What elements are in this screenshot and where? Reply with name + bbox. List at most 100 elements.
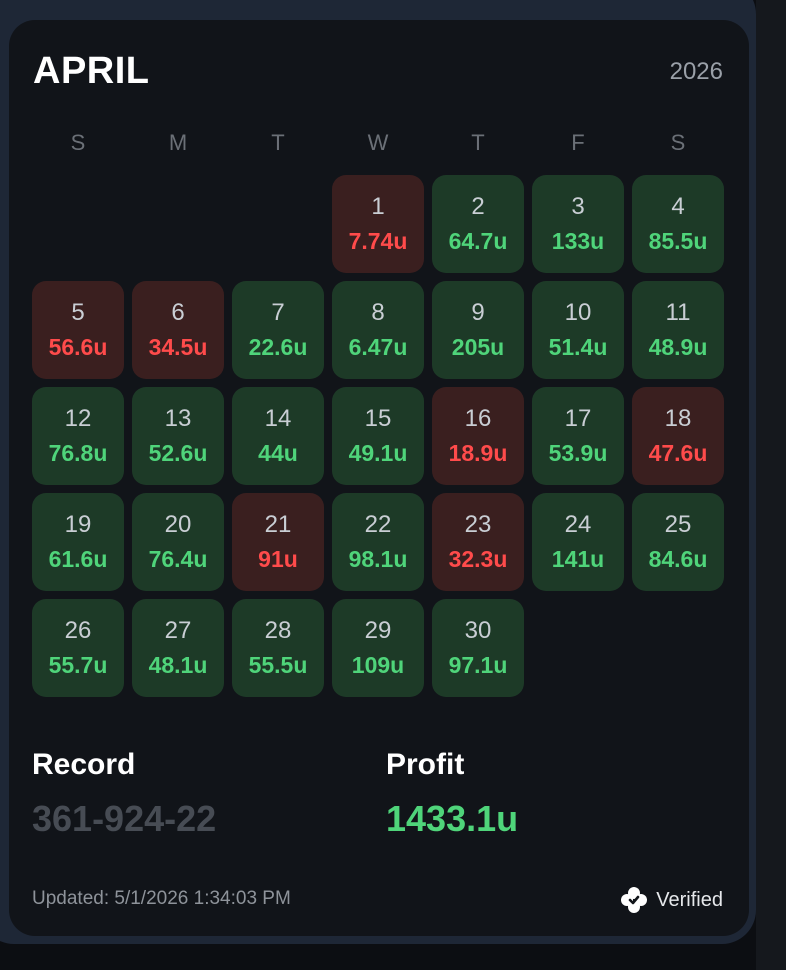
weekday-label: T [471,130,485,155]
background-strip [756,0,786,970]
calendar-day-8[interactable]: 8 6.47u [332,281,424,379]
calendar-day-23[interactable]: 23 32.3u [432,493,524,591]
weekday-label: F [571,130,585,155]
calendar-day-27[interactable]: 27 48.1u [132,599,224,697]
calendar-day-3[interactable]: 3 133u [532,175,624,273]
day-number: 3 [571,193,585,220]
calendar-day-9[interactable]: 9 205u [432,281,524,379]
day-units-value: 22.6u [248,334,308,360]
verified-label: Verified [656,888,723,911]
day-number: 10 [564,299,592,326]
calendar-day-4[interactable]: 4 85.5u [632,175,724,273]
day-units-value: 205u [451,334,505,360]
day-units-value: 98.1u [348,546,408,572]
day-units-value: 32.3u [448,546,508,572]
day-units-value: 51.4u [548,334,608,360]
day-number: 30 [464,617,492,644]
calendar-day-2[interactable]: 2 64.7u [432,175,524,273]
day-number: 19 [64,511,92,538]
day-number: 23 [464,511,492,538]
day-units-value: 76.4u [148,546,208,572]
calendar-day-30[interactable]: 30 97.1u [432,599,524,697]
day-units-value: 61.6u [48,546,108,572]
day-units-value: 34.5u [148,334,208,360]
day-number: 9 [471,299,485,326]
weekday-header-row: S M T W T F S [32,130,732,160]
day-units-value: 76.8u [48,440,108,466]
day-number: 24 [564,511,592,538]
day-number: 27 [164,617,192,644]
calendar-day-28[interactable]: 28 55.5u [232,599,324,697]
day-number: 26 [64,617,92,644]
month-title: APRIL [33,50,150,92]
day-number: 4 [671,193,685,220]
calendar-day-26[interactable]: 26 55.7u [32,599,124,697]
year-label: 2026 [669,58,723,85]
day-units-value: 85.5u [648,228,708,254]
record-value: 361-924-22 [32,798,217,839]
day-number: 13 [164,405,192,432]
day-units-value: 18.9u [448,440,508,466]
calendar-day-14[interactable]: 14 44u [232,387,324,485]
calendar-day-24[interactable]: 24 141u [532,493,624,591]
calendar-day-29[interactable]: 29 109u [332,599,424,697]
calendar-day-5[interactable]: 5 56.6u [32,281,124,379]
calendar-day-18[interactable]: 18 47.6u [632,387,724,485]
profit-value: 1433.1u [386,798,519,839]
day-number: 8 [371,299,385,326]
day-units-value: 84.6u [648,546,708,572]
day-number: 25 [664,511,692,538]
day-number: 18 [664,405,692,432]
calendar-day-19[interactable]: 19 61.6u [32,493,124,591]
calendar-day-6[interactable]: 6 34.5u [132,281,224,379]
clover-badge-icon [620,886,648,914]
day-number: 7 [271,299,285,326]
calendar-day-12[interactable]: 12 76.8u [32,387,124,485]
calendar-day-22[interactable]: 22 98.1u [332,493,424,591]
calendar-day-7[interactable]: 7 22.6u [232,281,324,379]
day-units-value: 44u [258,440,298,466]
day-units-value: 97.1u [448,652,508,678]
day-units-value: 109u [351,652,405,678]
weekday-label: S [70,130,86,155]
calendar-day-15[interactable]: 15 49.1u [332,387,424,485]
calendar-day-20[interactable]: 20 76.4u [132,493,224,591]
calendar-day-11[interactable]: 11 48.9u [632,281,724,379]
weekday-label: T [271,130,285,155]
day-units-value: 55.7u [48,652,108,678]
calendar-day-16[interactable]: 16 18.9u [432,387,524,485]
day-units-value: 52.6u [148,440,208,466]
profit-label: Profit [386,748,465,781]
calendar-day-25[interactable]: 25 84.6u [632,493,724,591]
day-number: 17 [564,405,592,432]
day-units-value: 133u [551,228,605,254]
updated-timestamp: Updated: 5/1/2026 1:34:03 PM [32,888,291,909]
verified-badge: Verified [620,886,723,914]
day-units-value: 49.1u [348,440,408,466]
day-number: 11 [665,299,691,326]
day-number: 14 [264,405,292,432]
calendar-day-13[interactable]: 13 52.6u [132,387,224,485]
weekday-label: S [670,130,686,155]
calendar-day-10[interactable]: 10 51.4u [532,281,624,379]
calendar-day-17[interactable]: 17 53.9u [532,387,624,485]
day-number: 12 [64,405,92,432]
weekday-label: W [367,130,389,155]
day-number: 28 [264,617,292,644]
day-number: 5 [71,299,85,326]
day-number: 21 [264,511,292,538]
day-units-value: 48.9u [648,334,708,360]
day-units-value: 64.7u [448,228,508,254]
day-number: 22 [364,511,392,538]
day-units-value: 7.74u [348,228,408,254]
weekday-label: M [168,130,188,155]
day-number: 2 [471,193,485,220]
record-label: Record [32,748,136,781]
calendar-day-1[interactable]: 1 7.74u [332,175,424,273]
day-number: 20 [164,511,192,538]
day-units-value: 53.9u [548,440,608,466]
day-number: 29 [364,617,392,644]
day-units-value: 91u [258,546,298,572]
day-number: 16 [464,405,492,432]
calendar-day-21[interactable]: 21 91u [232,493,324,591]
